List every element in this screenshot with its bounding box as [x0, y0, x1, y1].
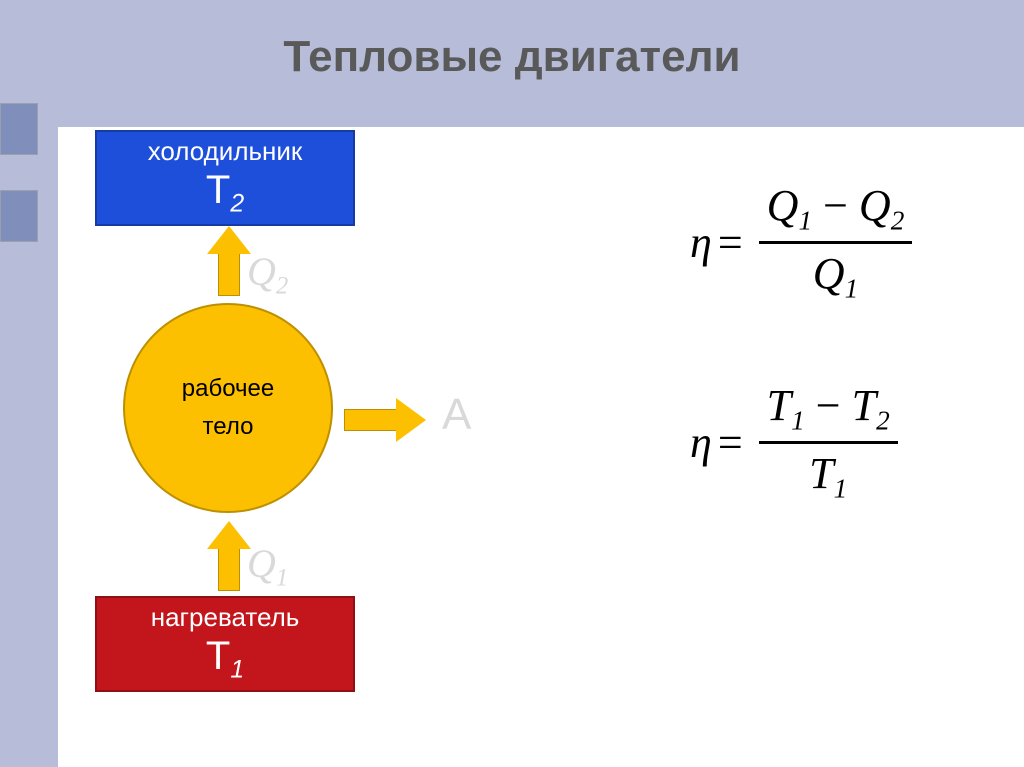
denominator: Q1 [805, 248, 866, 305]
denominator: T1 [801, 448, 855, 505]
num-b-sub: 2 [876, 406, 890, 436]
q1-sub: 1 [276, 565, 288, 592]
hot-symbol: Т1 [206, 633, 244, 685]
cold-symbol-main: Т [206, 168, 230, 212]
den-sub: 1 [845, 273, 859, 303]
arrow-head-icon [396, 398, 426, 442]
fraction: T1 − T2 T1 [759, 380, 898, 504]
arrow-stem [344, 409, 396, 431]
numerator: T1 − T2 [759, 380, 898, 437]
cold-reservoir-box: холодильник Т2 [95, 130, 355, 226]
hot-symbol-sub: 1 [230, 657, 244, 684]
fraction: Q1 − Q2 Q1 [759, 180, 913, 304]
num-b: Q [859, 181, 891, 230]
numerator: Q1 − Q2 [759, 180, 913, 237]
side-tab-2 [0, 190, 38, 242]
arrow-head-icon [207, 521, 251, 549]
arrow-head-icon [207, 226, 251, 254]
hot-label: нагреватель [151, 603, 300, 633]
num-a-sub: 1 [798, 206, 812, 236]
q2-sub: 2 [276, 273, 288, 300]
efficiency-t-equation: η = T1 − T2 T1 [690, 380, 898, 504]
equals: = [718, 217, 743, 268]
fraction-bar [759, 241, 913, 244]
heat-out-arrow [207, 226, 251, 296]
q2-main: Q [247, 249, 276, 294]
eta: η [690, 417, 712, 468]
work-label: А [442, 390, 471, 440]
body-line2: тело [203, 413, 254, 441]
q2-label: Q2 [247, 248, 288, 301]
num-a-sub: 1 [791, 406, 805, 436]
den-sub: 1 [834, 473, 848, 503]
efficiency-q-equation: η = Q1 − Q2 Q1 [690, 180, 912, 304]
arrow-stem [218, 549, 240, 591]
slide: Тепловые двигатели холодильник Т2 Q2 раб… [0, 0, 1024, 767]
num-a: Q [767, 181, 799, 230]
num-a: T [767, 381, 791, 430]
den-main: T [809, 449, 833, 498]
heat-in-arrow [207, 521, 251, 591]
num-b: T [852, 381, 876, 430]
minus: − [816, 381, 841, 430]
hot-reservoir-box: нагреватель Т1 [95, 596, 355, 692]
q1-label: Q1 [247, 540, 288, 593]
work-arrow [344, 398, 426, 442]
minus: − [823, 181, 848, 230]
cold-symbol-sub: 2 [230, 191, 244, 218]
hot-symbol-main: Т [206, 634, 230, 678]
equals: = [718, 417, 743, 468]
cold-label: холодильник [148, 137, 303, 167]
arrow-stem [218, 254, 240, 296]
body-line1: рабочее [182, 375, 274, 403]
slide-title: Тепловые двигатели [0, 32, 1024, 82]
fraction-bar [759, 441, 898, 444]
working-body-circle: рабочее тело [123, 303, 333, 513]
eta: η [690, 217, 712, 268]
cold-symbol: Т2 [206, 167, 244, 219]
side-tab-1 [0, 103, 38, 155]
den-main: Q [813, 249, 845, 298]
num-b-sub: 2 [891, 206, 905, 236]
q1-main: Q [247, 541, 276, 586]
